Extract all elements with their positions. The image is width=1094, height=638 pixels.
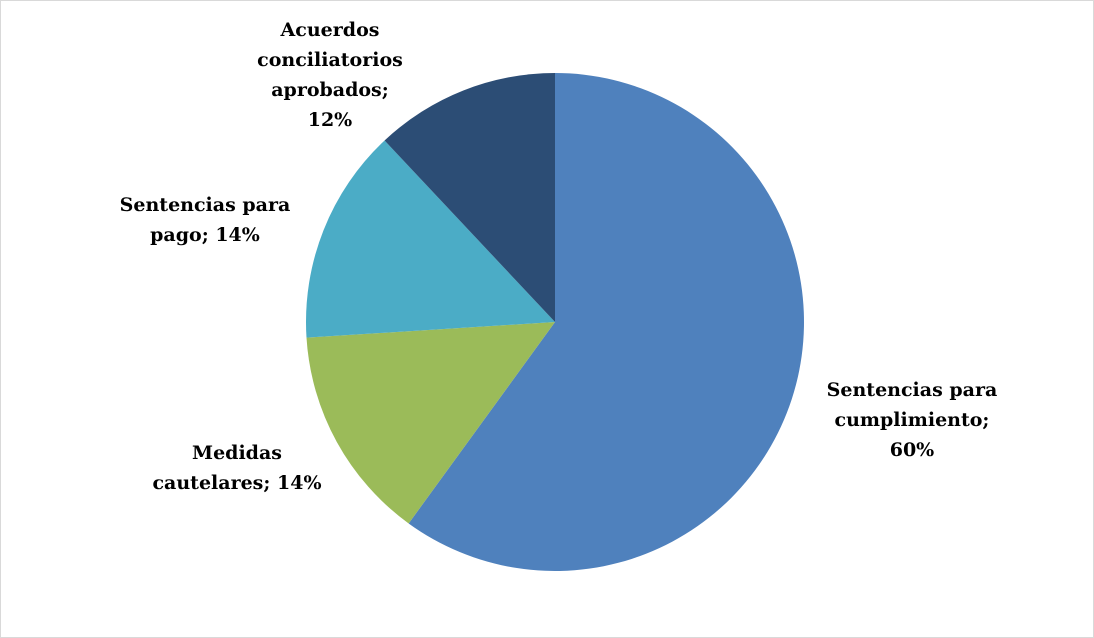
- pie-slice: [305, 140, 555, 338]
- pie-slice: [408, 73, 804, 571]
- data-label: Medidas cautelares; 14%: [152, 442, 322, 494]
- pie-slice: [306, 322, 555, 524]
- data-label: Sentencias para cumplimiento; 60%: [826, 379, 998, 461]
- pie-slice: [384, 73, 555, 322]
- data-label: Sentencias para pago; 14%: [119, 194, 291, 246]
- data-label: Acuerdos conciliatorios aprobados; 12%: [257, 19, 403, 131]
